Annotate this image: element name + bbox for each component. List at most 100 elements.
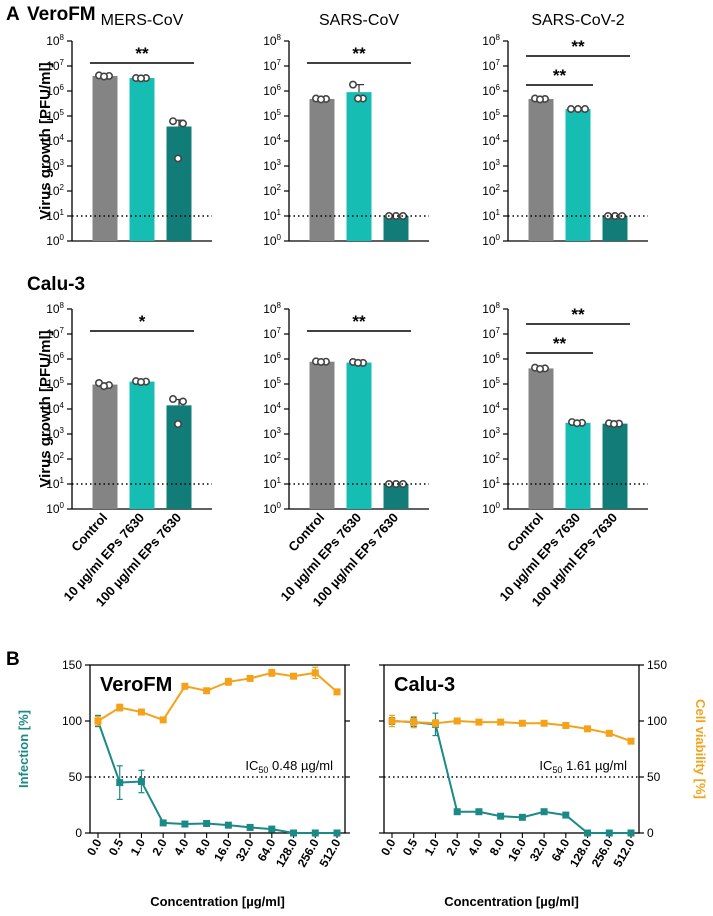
data-point-viability (388, 717, 396, 725)
bar-chart-1: 100 101 102 103 104 105 106 107 108 MERS-CoV VeroF… (27, 4, 212, 248)
bar (309, 361, 335, 509)
data-point-infection (116, 779, 124, 787)
data-point-viability (137, 708, 145, 716)
plot-frame (383, 664, 640, 834)
bar (92, 384, 118, 509)
data-point-viability (540, 719, 548, 727)
bar (309, 98, 335, 242)
data-point (174, 420, 183, 429)
y-tick-label: 0 (75, 826, 82, 840)
data-point-infection (246, 823, 254, 831)
bar (92, 75, 118, 241)
plot-frame (89, 664, 346, 834)
chart-title: Calu-3 (394, 674, 455, 696)
x-tick-label: 8.0 (193, 836, 214, 858)
data-point (179, 119, 188, 128)
data-point-infection (475, 808, 483, 816)
chart-title: MERS-CoV (101, 12, 184, 29)
y-tick-label: 150 (62, 658, 82, 672)
data-point (179, 397, 188, 406)
bar (383, 484, 409, 509)
bar (129, 381, 155, 509)
x-tick-label: 128.0 (567, 836, 594, 869)
data-point-viability (453, 717, 461, 725)
x-tick-label: 128.0 (273, 836, 300, 869)
y-axis-label: Virus growth [PFU/ml] (37, 330, 54, 487)
y-tick-label: 104 (263, 133, 281, 148)
data-point-infection (333, 829, 341, 837)
chart-title: SARS-CoV-2 (531, 12, 624, 29)
data-point-viability (290, 672, 298, 680)
y-tick-label: 102 (263, 183, 281, 198)
bar (565, 109, 591, 241)
data-point-viability (268, 669, 276, 677)
data-point-infection (224, 821, 232, 829)
data-point-infection (497, 812, 505, 820)
data-point-viability (605, 729, 613, 737)
y-tick-label: 105 (263, 108, 281, 123)
bar (602, 423, 628, 509)
data-point (169, 395, 178, 404)
bar (346, 92, 372, 241)
y-tick-label-right: 100 (647, 714, 667, 728)
data-point-viability (311, 669, 319, 677)
data-point (573, 105, 582, 114)
data-point (174, 154, 183, 163)
y-tick-label-right: 0 (647, 826, 654, 840)
data-point-viability (562, 721, 570, 729)
y-tick-label: 106 (263, 351, 281, 366)
data-point-viability (431, 719, 439, 727)
row-label: Calu-3 (27, 274, 85, 295)
x-tick-label: 2.0 (443, 836, 464, 858)
significance-label: * (139, 312, 146, 331)
data-point-viability (410, 718, 418, 726)
data-point-viability (584, 725, 592, 733)
data-point-infection (290, 829, 298, 837)
x-tick-label: 1.0 (128, 836, 149, 858)
y-tick-label: 100 (263, 501, 281, 516)
data-point (348, 80, 357, 89)
data-point-viability (181, 682, 189, 690)
bar-chart-3: 100 101 102 103 104 105 106 107 108 SARS-CoV-2 ***… (482, 12, 648, 248)
y-tick-label: 108 (263, 301, 281, 316)
y-tick-label: 100 (62, 714, 82, 728)
y-tick-label: 107 (482, 58, 500, 73)
y-tick-label: 103 (482, 426, 500, 441)
data-point (137, 378, 146, 387)
y-tick-label: 102 (263, 451, 281, 466)
significance-label: ** (352, 312, 366, 331)
bar (602, 216, 628, 241)
bar (129, 78, 155, 241)
y-tick-label: 103 (46, 158, 64, 173)
data-point-viability (94, 717, 102, 725)
y-tick-label: 105 (482, 376, 500, 391)
x-tick-label: 1.0 (422, 836, 443, 858)
y-tick-label: 105 (263, 376, 281, 391)
x-tick-label: 0.0 (84, 836, 105, 858)
y-tick-label: 104 (482, 401, 500, 416)
data-point-infection (540, 808, 548, 816)
significance-label: ** (571, 305, 585, 324)
data-point (580, 105, 589, 114)
significance-label: ** (553, 334, 567, 353)
y-tick-label: 107 (46, 58, 64, 73)
data-point-infection (605, 829, 613, 837)
y-tick-label: 100 (46, 501, 64, 516)
data-point (353, 358, 362, 367)
y-tick-label: 102 (46, 451, 64, 466)
x-tick-label: 16.0 (505, 836, 529, 864)
data-point (535, 95, 544, 104)
y-tick-label: 107 (482, 326, 500, 341)
data-point-infection (203, 819, 211, 827)
y-tick-label: 103 (482, 158, 500, 173)
data-point-viability (627, 737, 635, 745)
y-tick-label: 108 (482, 301, 500, 316)
y-tick-label: 102 (482, 451, 500, 466)
significance-label: ** (352, 44, 366, 63)
x-tick-label: 256.0 (589, 836, 616, 869)
panel-a-letter: A (6, 4, 20, 25)
y-tick-label: 108 (482, 33, 500, 48)
y-tick-label: 108 (46, 301, 64, 316)
data-point-viability (116, 704, 124, 712)
